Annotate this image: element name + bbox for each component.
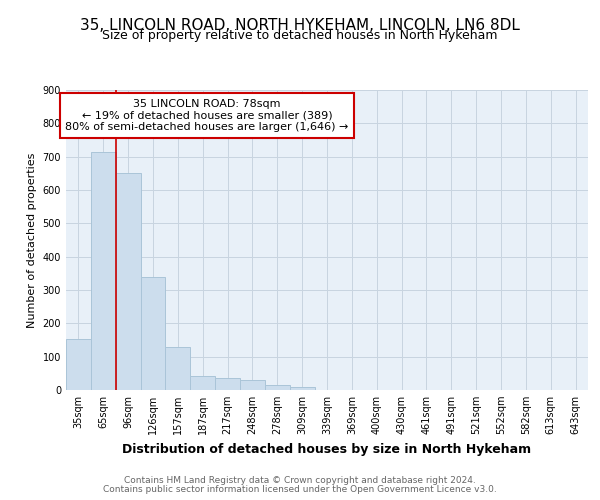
Text: 35 LINCOLN ROAD: 78sqm
← 19% of detached houses are smaller (389)
80% of semi-de: 35 LINCOLN ROAD: 78sqm ← 19% of detached… bbox=[65, 99, 349, 132]
Bar bbox=[215, 378, 240, 390]
Bar bbox=[166, 346, 190, 390]
Bar bbox=[91, 152, 116, 390]
X-axis label: Distribution of detached houses by size in North Hykeham: Distribution of detached houses by size … bbox=[122, 442, 532, 456]
Bar bbox=[240, 380, 265, 390]
Text: Contains HM Land Registry data © Crown copyright and database right 2024.: Contains HM Land Registry data © Crown c… bbox=[124, 476, 476, 485]
Bar bbox=[116, 172, 140, 390]
Text: 35, LINCOLN ROAD, NORTH HYKEHAM, LINCOLN, LN6 8DL: 35, LINCOLN ROAD, NORTH HYKEHAM, LINCOLN… bbox=[80, 18, 520, 32]
Text: Size of property relative to detached houses in North Hykeham: Size of property relative to detached ho… bbox=[102, 29, 498, 42]
Y-axis label: Number of detached properties: Number of detached properties bbox=[27, 152, 37, 328]
Bar bbox=[66, 339, 91, 390]
Bar bbox=[290, 388, 314, 390]
Bar bbox=[265, 385, 290, 390]
Bar bbox=[140, 276, 166, 390]
Bar bbox=[190, 376, 215, 390]
Text: Contains public sector information licensed under the Open Government Licence v3: Contains public sector information licen… bbox=[103, 485, 497, 494]
